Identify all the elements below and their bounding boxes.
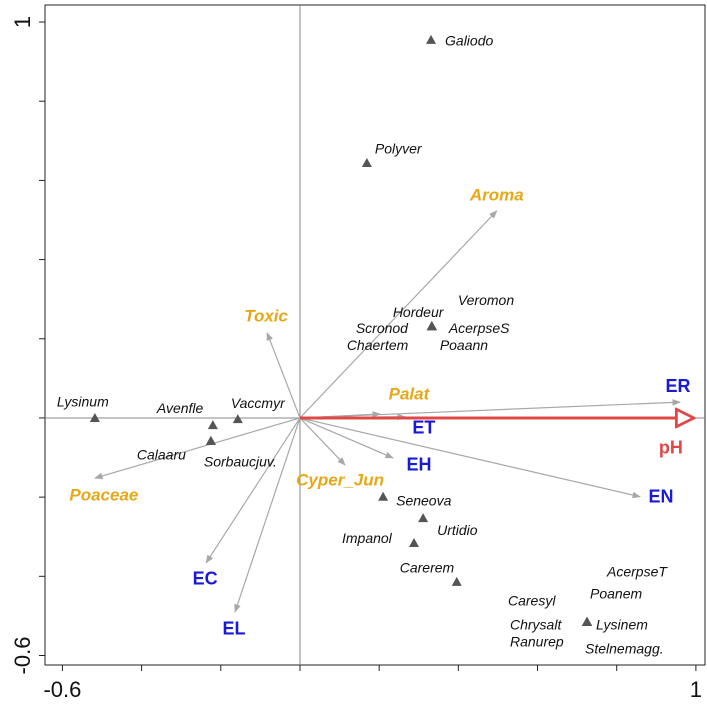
species-label: Lysinem — [596, 617, 648, 633]
species-point — [89, 412, 100, 422]
variable-label: EN — [649, 486, 674, 506]
species-point — [426, 34, 437, 44]
species-label: Seneova — [396, 492, 451, 508]
species-point — [418, 513, 429, 523]
trait-label: Poaceae — [69, 486, 138, 505]
trait-label: Cyper_Jun — [296, 471, 384, 490]
species-point — [232, 414, 243, 424]
variable-label: ER — [666, 376, 691, 396]
variable-arrow — [299, 417, 641, 499]
species-label: Stelnemagg. — [585, 641, 664, 657]
trait-arrow — [299, 417, 346, 466]
variable-arrow — [299, 417, 394, 459]
trait-label: Aroma — [469, 185, 524, 204]
species-label: Chaertem — [347, 337, 409, 353]
trait-label: Palat — [389, 384, 431, 403]
variable-label: EH — [407, 455, 432, 475]
plot-frame — [44, 4, 706, 666]
species-point — [378, 491, 389, 501]
species-label: Calaaru — [137, 447, 186, 463]
species-label: Urtidio — [437, 522, 478, 538]
trait-label: Toxic — [244, 306, 288, 325]
species-label: Chrysalt — [510, 617, 562, 633]
species-label: Avenfle — [156, 400, 204, 416]
species-label: Poanem — [590, 586, 642, 602]
species-label: AcerpseS — [448, 320, 510, 336]
species-label: Caresyl — [508, 593, 556, 609]
x-tick-label: 1 — [690, 677, 702, 702]
species-point — [361, 157, 372, 167]
variable-arrow — [234, 417, 301, 613]
trait-arrow — [299, 210, 498, 419]
variable-arrow — [299, 399, 681, 419]
species-point — [205, 435, 216, 445]
species-point — [207, 420, 218, 430]
variable-label: EC — [193, 569, 218, 589]
species-label: Hordeur — [393, 304, 445, 320]
y-tick-label: -0.6 — [10, 637, 35, 675]
response-label: pH — [659, 438, 683, 458]
species-point — [408, 538, 419, 548]
species-label: Sorbaucjuv. — [204, 454, 277, 470]
species-label: Carerem — [400, 560, 455, 576]
species-label: Veromon — [458, 292, 515, 308]
species-point — [426, 321, 437, 331]
species-label: Polyver — [375, 141, 423, 157]
species-label: Ranurep — [510, 634, 564, 650]
species-label: AcerpseT — [606, 564, 668, 580]
x-tick-label: -0.6 — [43, 677, 81, 702]
trait-arrow — [94, 417, 301, 480]
variable-label: EL — [223, 619, 246, 639]
species-point — [451, 576, 462, 586]
species-label: Scronod — [356, 320, 409, 336]
species-label: Galiodo — [445, 33, 493, 49]
trait-arrow — [266, 332, 301, 419]
species-label: Impanol — [342, 530, 393, 546]
species-label: Lysinum — [57, 394, 109, 410]
variable-arrow — [205, 417, 301, 564]
y-tick-label: 1 — [10, 16, 35, 28]
variable-label: ET — [412, 418, 435, 438]
species-point — [582, 616, 593, 626]
species-label: Vaccmyr — [231, 395, 286, 411]
species-label: Poaann — [440, 337, 488, 353]
